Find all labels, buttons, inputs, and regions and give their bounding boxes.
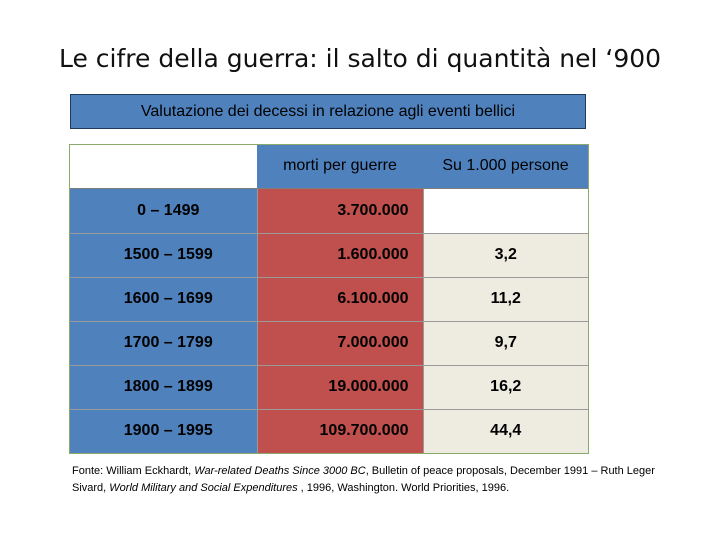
header-cell-deaths: morti per guerre: [257, 145, 423, 188]
period-cell: 1700 – 1799: [70, 320, 257, 365]
period-cell: 0 – 1499: [70, 187, 257, 233]
deaths-cell: 109.700.000: [256, 408, 423, 453]
source-work-title-1: War-related Deaths Since 3000 BC: [194, 465, 366, 477]
source-suffix: , 1996, Washington. World Priorities, 19…: [297, 482, 510, 494]
table-row: 1800 – 1899 19.000.000 16,2: [70, 364, 588, 409]
ratio-cell: [422, 187, 588, 233]
slide-title: Le cifre della guerra: il salto di quant…: [58, 44, 662, 73]
table-header-row: morti per guerre Su 1.000 persone: [70, 145, 588, 188]
subtitle-banner: Valutazione dei decessi in relazione agl…: [70, 94, 586, 129]
deaths-cell: 1.600.000: [256, 232, 423, 277]
period-cell: 1800 – 1899: [70, 364, 257, 409]
period-cell: 1500 – 1599: [70, 232, 257, 277]
source-work-title-2: World Military and Social Expenditures: [109, 482, 298, 494]
period-cell: 1900 – 1995: [70, 408, 257, 453]
period-cell: 1600 – 1699: [70, 276, 257, 321]
ratio-cell: 44,4: [422, 408, 588, 453]
deaths-cell: 6.100.000: [256, 276, 423, 321]
ratio-cell: 11,2: [422, 276, 588, 321]
deaths-cell: 7.000.000: [256, 320, 423, 365]
source-prefix: Fonte: William Eckhardt,: [72, 465, 195, 477]
table-row: 1900 – 1995 109.700.000 44,4: [70, 408, 588, 453]
ratio-cell: 16,2: [422, 364, 588, 409]
table-row: 1700 – 1799 7.000.000 9,7: [70, 320, 588, 365]
source-citation: Fonte: William Eckhardt, War-related Dea…: [72, 463, 692, 497]
deaths-cell: 3.700.000: [256, 187, 423, 233]
war-deaths-table: morti per guerre Su 1.000 persone 0 – 14…: [69, 144, 589, 454]
header-cell-ratio: Su 1.000 persone: [423, 145, 588, 188]
ratio-cell: 3,2: [422, 232, 588, 277]
subtitle-text: Valutazione dei decessi in relazione agl…: [140, 102, 516, 120]
header-cell-period: [70, 145, 257, 188]
deaths-cell: 19.000.000: [256, 364, 423, 409]
table-row: 1500 – 1599 1.600.000 3,2: [70, 232, 588, 277]
ratio-cell: 9,7: [422, 320, 588, 365]
source-middle: , Bulletin of peace proposals, December …: [72, 465, 655, 494]
table-row: 1600 – 1699 6.100.000 11,2: [70, 276, 588, 321]
table-row: 0 – 1499 3.700.000: [70, 187, 588, 233]
